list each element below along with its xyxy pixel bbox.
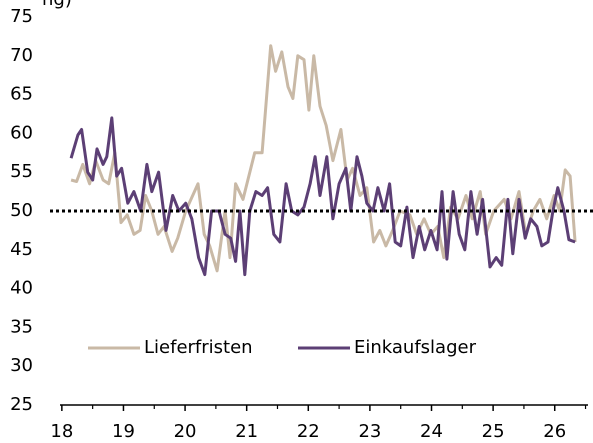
x-tick-label: 24 (420, 421, 443, 442)
y-tick-label: 60 (10, 122, 33, 143)
x-tick-label: 22 (297, 421, 320, 442)
y-tick-label: 55 (10, 161, 33, 182)
series-line (69, 116, 576, 277)
y-tick-label: 40 (10, 278, 33, 299)
y-tick-label: 75 (10, 6, 33, 27)
y-tick-label: 70 (10, 45, 33, 66)
x-tick-label: 19 (112, 421, 135, 442)
y-tick-label: 45 (10, 239, 33, 260)
y-tick-label: 30 (10, 355, 33, 376)
series-line (70, 44, 577, 273)
x-tick-label: 25 (482, 421, 505, 442)
legend-label: Einkaufslager (354, 337, 477, 358)
y-tick-label: 50 (10, 200, 33, 221)
y-tick-label: 65 (10, 84, 33, 105)
x-tick-label: 26 (543, 421, 566, 442)
y-tick-label: 25 (10, 394, 33, 415)
x-tick-label: 20 (174, 421, 197, 442)
chart-title: ng) (42, 0, 72, 10)
x-tick-label: 21 (235, 421, 258, 442)
y-tick-label: 35 (10, 316, 33, 337)
legend-label: Lieferfristen (144, 337, 253, 358)
x-tick-label: 18 (50, 421, 73, 442)
x-tick-label: 23 (358, 421, 381, 442)
